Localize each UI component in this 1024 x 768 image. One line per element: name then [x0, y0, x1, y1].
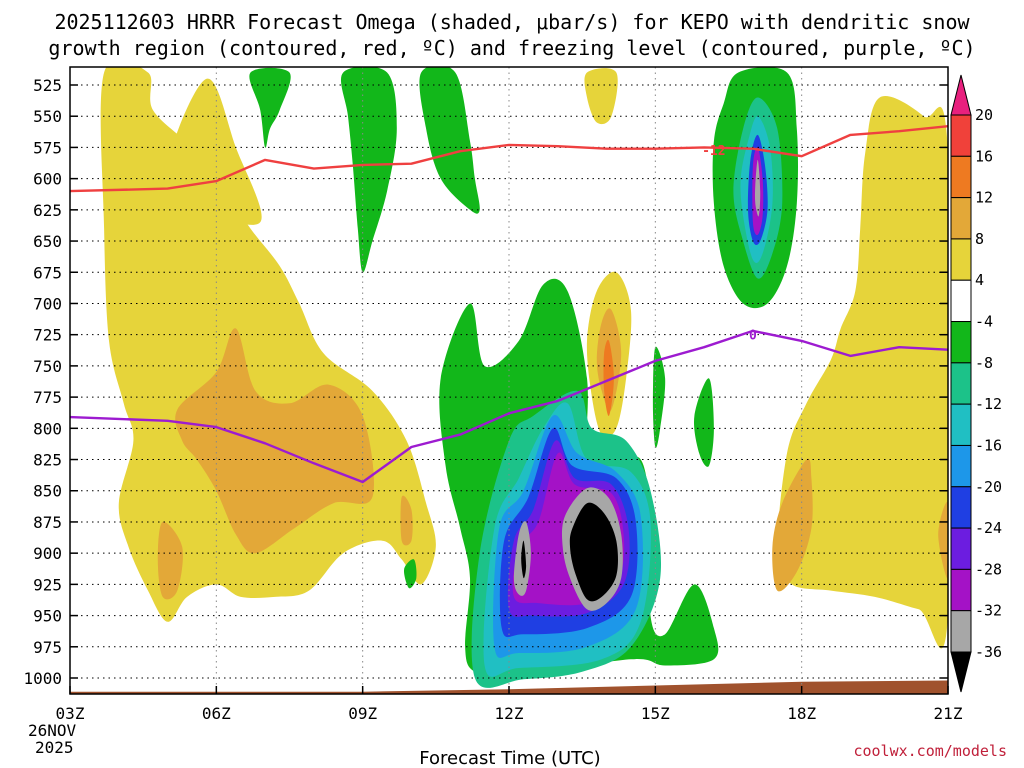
y-tick-label-700: 700 [33, 294, 62, 313]
colorbar-box-5 [950, 321, 972, 364]
colorbar: 20 16 12 8 4 -4 -8 -12 -16 -20 -24 -28 -32 -36 [950, 74, 1002, 693]
y-tick-label-650: 650 [33, 232, 62, 251]
y-tick-label-825: 825 [33, 451, 62, 470]
colorbar-box-3 [950, 238, 972, 281]
y-tick-label-675: 675 [33, 263, 62, 282]
omega-region-12 [340, 67, 397, 273]
colorbar-label--28: -28 [975, 560, 1002, 578]
y-tick-label-550: 550 [33, 107, 62, 126]
colorbar-label--20: -20 [975, 478, 1002, 496]
y-tick-label-750: 750 [33, 357, 62, 376]
plot-area: -12 0 [70, 67, 948, 694]
x-tick-label-06Z: 06Z [202, 704, 231, 723]
y-tick-label-900: 900 [33, 544, 62, 563]
colorbar-label-16: 16 [975, 147, 993, 165]
colorbar-label--24: -24 [975, 519, 1002, 537]
y-tick-label-625: 625 [33, 201, 62, 220]
omega-region-4 [167, 78, 262, 225]
contour-line-1 [70, 329, 948, 484]
x-tick-label-15Z: 15Z [641, 704, 670, 723]
colorbar-label--16: -16 [975, 436, 1002, 454]
colorbar-box-7 [950, 403, 972, 446]
omega-region-8 [938, 501, 948, 579]
omega-region-11 [603, 339, 614, 416]
gridlines [70, 67, 948, 694]
y-tick-label-775: 775 [33, 388, 62, 407]
colorbar-label--8: -8 [975, 354, 993, 372]
x-tick-label-21Z: 21Z [934, 704, 963, 723]
y-tick-label-525: 525 [33, 76, 62, 95]
chart-title-line1: 2025112603 HRRR Forecast Omega (shaded, … [54, 10, 970, 34]
colorbar-box-0 [950, 114, 972, 157]
y-tick-label-800: 800 [33, 419, 62, 438]
contour-line-0 [70, 125, 948, 193]
omega-shading [100, 67, 948, 688]
colorbar-box-12 [950, 610, 972, 653]
temperature-contours: -12 0 [70, 125, 948, 484]
colorbar-box-1 [950, 155, 972, 199]
omega-region-34 [569, 502, 618, 602]
y-tick-label-975: 975 [33, 638, 62, 657]
colorbar-label--36: -36 [975, 643, 1002, 661]
time-axis: 03Z 06Z 09Z 12Z 15Z 18Z 21Z [56, 686, 963, 723]
colorbar-bottom-triangle [950, 651, 972, 693]
colorbar-box-6 [950, 362, 972, 405]
omega-region-24 [403, 559, 417, 589]
omega-region-13 [419, 67, 480, 214]
y-tick-label-600: 600 [33, 170, 62, 189]
y-tick-label-1000: 1000 [23, 669, 62, 688]
y-tick-label-725: 725 [33, 326, 62, 345]
colorbar-label-8: 8 [975, 230, 984, 248]
x-tick-label-12Z: 12Z [495, 704, 524, 723]
colorbar-box-9 [950, 486, 972, 529]
pressure-axis: 525 550 575 600 625 650 675 700 725 750 775 800 825 8… [23, 76, 948, 688]
x-tick-label-03Z: 03Z [56, 704, 85, 723]
x-axis-label: Forecast Time (UTC) [419, 748, 600, 768]
colorbar-box-8 [950, 444, 972, 488]
omega-region-1 [175, 328, 374, 554]
start-date-day: 26NOV [28, 721, 77, 740]
chart-title-line2: growth region (contoured, red, ºC) and f… [48, 36, 975, 60]
colorbar-label-12: 12 [975, 189, 993, 207]
omega-region-14 [249, 67, 291, 148]
colorbar-label--4: -4 [975, 313, 993, 331]
surface-layer [70, 680, 948, 694]
omega-region-5 [584, 68, 618, 125]
contour-label-1: 0 [749, 329, 757, 344]
credit-text: coolwx.com/models [853, 742, 1007, 760]
colorbar-box-11 [950, 568, 972, 612]
x-tick-label-09Z: 09Z [348, 704, 377, 723]
x-tick-label-18Z: 18Z [787, 704, 816, 723]
omega-region-23 [693, 378, 714, 467]
y-tick-label-850: 850 [33, 482, 62, 501]
colorbar-top-triangle [950, 74, 972, 116]
omega-region-33 [521, 540, 527, 579]
y-tick-label-875: 875 [33, 513, 62, 532]
y-tick-label-925: 925 [33, 575, 62, 594]
y-tick-label-950: 950 [33, 607, 62, 626]
start-date-year: 2025 [35, 738, 74, 757]
colorbar-box-10 [950, 527, 972, 570]
omega-region-3 [400, 495, 413, 546]
colorbar-label--32: -32 [975, 602, 1002, 620]
y-tick-label-575: 575 [33, 138, 62, 157]
colorbar-label-4: 4 [975, 271, 984, 289]
omega-region-20 [754, 159, 761, 217]
surface-ground [70, 680, 948, 694]
colorbar-box-4 [950, 279, 972, 323]
colorbar-box-2 [950, 197, 972, 240]
contour-label-0: -12 [702, 144, 725, 159]
colorbar-label-20: 20 [975, 106, 993, 124]
omega-region-2 [157, 521, 183, 600]
omega-region-6 [777, 96, 948, 649]
omega-region-7 [772, 458, 813, 592]
colorbar-label--12: -12 [975, 395, 1002, 413]
